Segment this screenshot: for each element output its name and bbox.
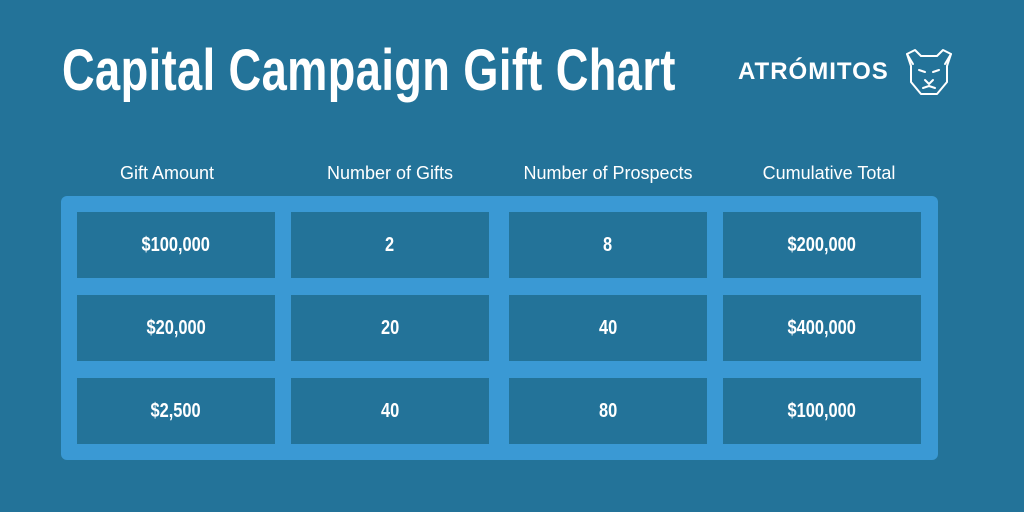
table-cell-number-of-prospects: 8 bbox=[509, 212, 707, 278]
page-title: Capital Campaign Gift Chart bbox=[62, 38, 676, 103]
header-number-of-gifts: Number of Gifts bbox=[326, 163, 454, 183]
table-cell-number-of-prospects: 80 bbox=[509, 378, 707, 444]
table-cell-number-of-prospects: 40 bbox=[509, 295, 707, 361]
table-cell-gift-amount: $20,000 bbox=[77, 295, 275, 361]
table-cell-gift-amount: $100,000 bbox=[77, 212, 275, 278]
table-cell-cumulative-total: $100,000 bbox=[723, 378, 921, 444]
table-cell-gift-amount: $2,500 bbox=[77, 378, 275, 444]
gift-table: $100,000 2 8 $200,000 $20,000 20 40 $400… bbox=[61, 196, 938, 460]
table-cell-number-of-gifts: 2 bbox=[291, 212, 489, 278]
header-number-of-prospects: Number of Prospects bbox=[523, 163, 693, 183]
table-cell-number-of-gifts: 20 bbox=[291, 295, 489, 361]
brand-name: ATRÓMITOS bbox=[738, 58, 889, 85]
header-gift-amount: Gift Amount bbox=[119, 163, 215, 183]
table-cell-cumulative-total: $400,000 bbox=[723, 295, 921, 361]
table-cell-number-of-gifts: 40 bbox=[291, 378, 489, 444]
tiger-head-icon bbox=[905, 49, 952, 95]
header-cumulative-total: Cumulative Total bbox=[762, 163, 896, 183]
table-cell-cumulative-total: $200,000 bbox=[723, 212, 921, 278]
table-header-row: Gift Amount Number of Gifts Number of Pr… bbox=[0, 163, 1024, 187]
brand: ATRÓMITOS bbox=[738, 46, 955, 98]
